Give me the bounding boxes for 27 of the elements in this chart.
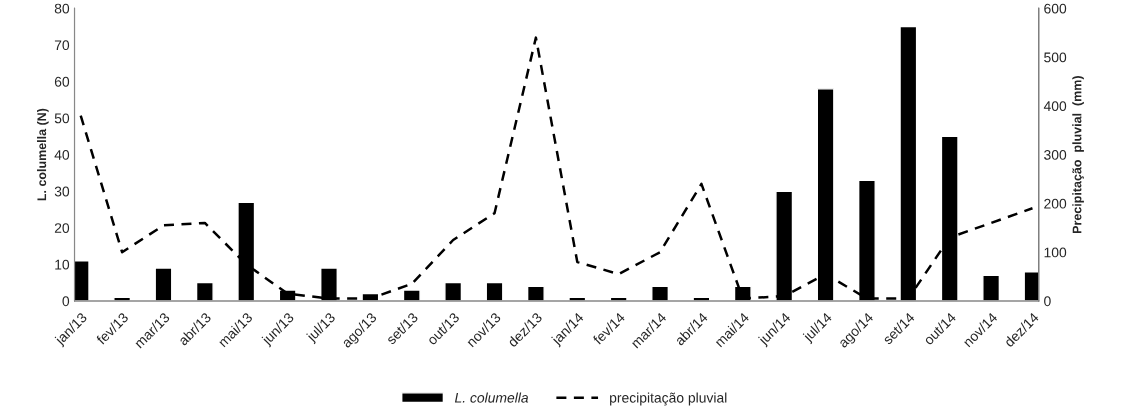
legend-label: L. columella bbox=[454, 392, 529, 403]
bar bbox=[195, 281, 214, 301]
bar bbox=[982, 274, 1001, 301]
bar bbox=[154, 267, 173, 301]
bar bbox=[526, 285, 545, 301]
y-tick-label: 50 bbox=[54, 113, 70, 124]
y-tick-label: 30 bbox=[54, 186, 70, 197]
bar bbox=[485, 281, 504, 301]
y-tick-label: 10 bbox=[55, 259, 70, 270]
y-tick-label: 60 bbox=[54, 76, 70, 87]
y-axis-title: L. columella (N) bbox=[37, 108, 49, 201]
y2-tick-label: 500 bbox=[1044, 52, 1067, 63]
y2-tick-label: 0 bbox=[1044, 296, 1051, 307]
y-tick-label: 0 bbox=[62, 296, 70, 307]
y2-axis-title: Precipitação pluvial (mm) bbox=[1072, 76, 1084, 234]
bar bbox=[444, 281, 463, 301]
y2-tick-label: 400 bbox=[1043, 101, 1067, 112]
y-tick-label: 20 bbox=[54, 223, 70, 233]
y-tick-label: 70 bbox=[54, 40, 70, 51]
y-tick-label: 40 bbox=[54, 149, 70, 160]
y2-tick-label: 100 bbox=[1044, 247, 1067, 258]
y2-tick-label: 200 bbox=[1044, 198, 1067, 209]
legend-label: precipitação pluvial bbox=[610, 392, 727, 406]
y-tick-label: 80 bbox=[54, 3, 70, 14]
y2-tick-label: 300 bbox=[1044, 149, 1067, 160]
y2-tick-label: 600 bbox=[1044, 3, 1067, 14]
bar bbox=[651, 285, 670, 301]
